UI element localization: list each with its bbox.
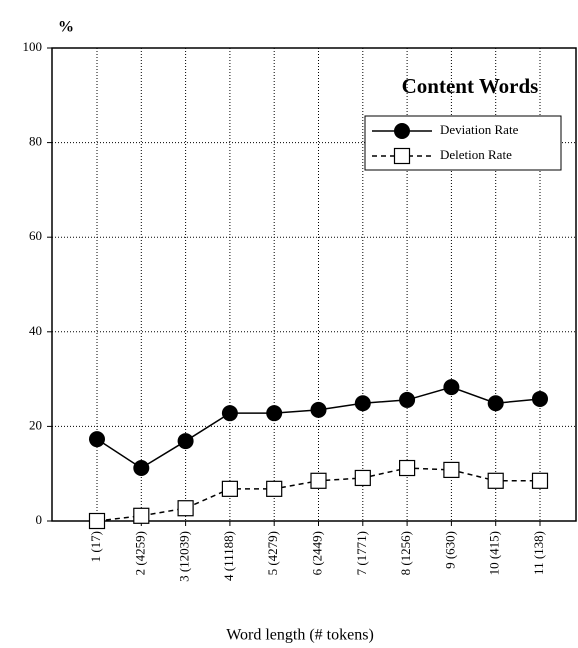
chart-title: Content Words — [402, 74, 539, 98]
x-tick-label: 10 (415) — [487, 531, 502, 575]
y-axis-label: % — [58, 19, 74, 36]
point — [88, 512, 106, 530]
point — [354, 469, 371, 487]
y-tick-label: 0 — [36, 512, 43, 527]
legend-marker — [393, 147, 411, 165]
legend-marker — [394, 123, 410, 139]
point — [266, 480, 283, 497]
point — [354, 395, 371, 412]
point — [487, 395, 504, 412]
point — [531, 472, 549, 489]
x-tick-label: 6 (2449) — [309, 531, 324, 575]
x-tick-label: 2 (4259) — [132, 531, 147, 575]
y-tick-label: 40 — [29, 323, 42, 338]
point — [443, 379, 460, 396]
point — [89, 431, 105, 448]
point — [133, 460, 150, 477]
x-tick-label: 5 (4279) — [265, 531, 280, 575]
point — [310, 401, 327, 418]
point — [310, 472, 327, 489]
point — [399, 459, 416, 477]
point — [221, 480, 238, 497]
x-axis-label: Word length (# tokens) — [226, 627, 374, 644]
y-tick-label: 100 — [23, 39, 43, 54]
point — [399, 391, 416, 408]
legend-label: Deletion Rate — [440, 147, 512, 162]
y-tick-label: 60 — [29, 228, 42, 243]
y-tick-label: 20 — [29, 417, 42, 432]
x-tick-label: 7 (1771) — [354, 531, 369, 575]
point — [177, 500, 194, 517]
x-tick-label: 4 (11188) — [221, 531, 236, 581]
plot-area — [51, 47, 577, 522]
point — [133, 507, 150, 524]
point — [443, 461, 460, 479]
x-tick-label: 8 (1256) — [398, 531, 413, 575]
point — [266, 405, 283, 422]
point — [177, 433, 194, 450]
point — [221, 405, 238, 422]
x-tick-label: 3 (12039) — [177, 531, 192, 582]
x-tick-label: 11 (138) — [531, 531, 546, 575]
x-tick-label: 9 (630) — [442, 531, 457, 569]
x-tick-label: 1 (17) — [88, 531, 103, 562]
point — [532, 390, 548, 407]
y-tick-label: 80 — [29, 134, 42, 149]
legend-label: Deviation Rate — [440, 122, 519, 137]
point — [487, 472, 504, 489]
